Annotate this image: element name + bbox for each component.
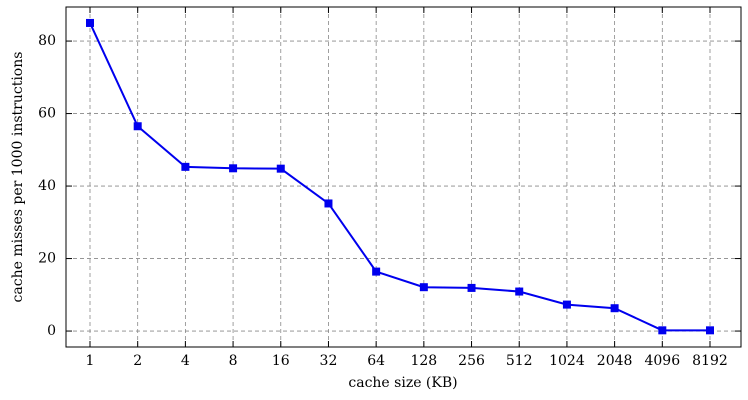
x-tick-label: 256 [458, 353, 485, 369]
y-axis-label: cache misses per 1000 instructions [10, 52, 26, 303]
data-point [706, 326, 714, 335]
data-point [229, 164, 238, 173]
x-tick-label: 32 [320, 353, 338, 369]
data-line [89, 22, 710, 332]
data-point [133, 122, 142, 131]
x-tick-label: 16 [272, 353, 290, 369]
data-point [372, 267, 381, 276]
x-tick-label: 2048 [597, 353, 633, 369]
data-point [276, 164, 285, 173]
data-point [515, 287, 524, 296]
x-tick-label: 1 [86, 353, 95, 369]
x-tick-label: 4096 [644, 353, 680, 369]
data-point [86, 18, 94, 27]
x-tick-label: 4 [181, 353, 190, 369]
x-tick-label: 1024 [549, 353, 585, 369]
y-tick-label: 20 [38, 251, 56, 267]
y-tick-label: 60 [38, 106, 56, 122]
x-tick-label: 128 [410, 353, 437, 369]
y-tick-label: 0 [47, 323, 56, 339]
x-tick-label: 512 [506, 353, 533, 369]
x-tick-label: 64 [367, 353, 385, 369]
x-tick-label: 8192 [692, 353, 728, 369]
y-tick-label: 40 [38, 178, 56, 194]
data-point [467, 283, 476, 292]
x-tick-label: 8 [229, 353, 238, 369]
data-point [324, 199, 333, 208]
data-point [610, 304, 619, 313]
data-point [658, 326, 667, 335]
data-point [181, 162, 190, 171]
y-tick-label: 80 [38, 33, 56, 49]
x-axis-label: cache size (KB) [348, 375, 457, 391]
data-point [419, 283, 428, 292]
data-point [562, 300, 571, 309]
x-tick-label: 2 [133, 353, 142, 369]
plot-frame [65, 6, 742, 348]
